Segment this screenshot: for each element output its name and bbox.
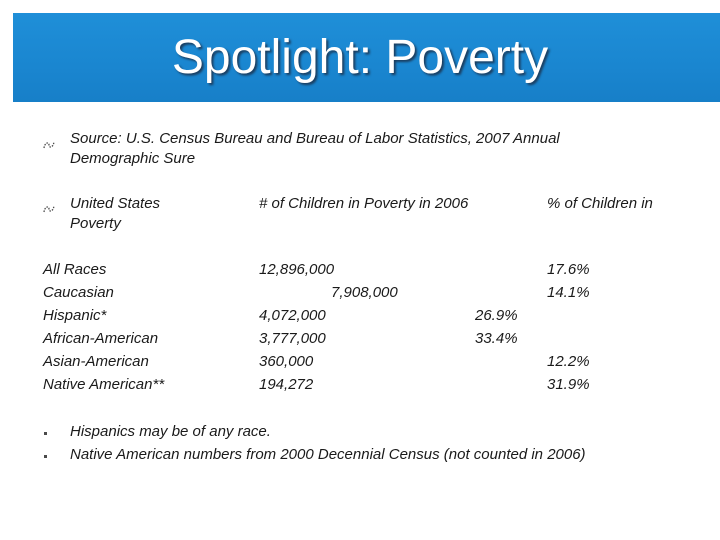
- source-line-1: Source: U.S. Census Bureau and Bureau of…: [70, 130, 560, 147]
- header-left-line-2: Poverty: [70, 215, 121, 232]
- row-percent: 31.9%: [547, 376, 590, 393]
- row-count: 3,777,000: [259, 330, 326, 347]
- footnote: Hispanics may be of any race.: [70, 423, 271, 440]
- header-children-count: # of Children in Poverty in 2006: [259, 195, 469, 212]
- row-percent: 26.9%: [475, 307, 518, 324]
- row-percent: 33.4%: [475, 330, 518, 347]
- title-banner-fill: [13, 13, 720, 102]
- row-label: Asian-American: [43, 353, 149, 370]
- row-label: Caucasian: [43, 284, 114, 301]
- title-banner: [0, 0, 720, 102]
- dotted-curl-bullet-icon: [43, 140, 55, 150]
- footnote: Native American numbers from 2000 Decenn…: [70, 446, 586, 463]
- row-count: 360,000: [259, 353, 314, 370]
- row-count: 12,896,000: [259, 261, 335, 278]
- row-label: African-American: [43, 330, 159, 347]
- row-label: All Races: [43, 261, 107, 278]
- row-percent: 17.6%: [547, 261, 590, 278]
- row-count: 7,908,000: [331, 284, 398, 301]
- dotted-curl-bullet-icon: [43, 204, 55, 214]
- row-count: 4,072,000: [259, 307, 326, 324]
- slide-title: Spotlight: Poverty: [171, 31, 549, 84]
- header-children-percent: % of Children in: [547, 195, 653, 212]
- row-label: Native American**: [43, 376, 165, 393]
- header-left-line-1: United States: [70, 195, 161, 212]
- row-percent: 14.1%: [547, 284, 590, 301]
- square-bullet-icon: [44, 432, 47, 435]
- row-percent: 12.2%: [547, 353, 590, 370]
- row-count: 194,272: [259, 376, 314, 393]
- source-line-2: Demographic Sure: [70, 150, 196, 167]
- row-label: Hispanic*: [43, 307, 107, 324]
- square-bullet-icon: [44, 455, 47, 458]
